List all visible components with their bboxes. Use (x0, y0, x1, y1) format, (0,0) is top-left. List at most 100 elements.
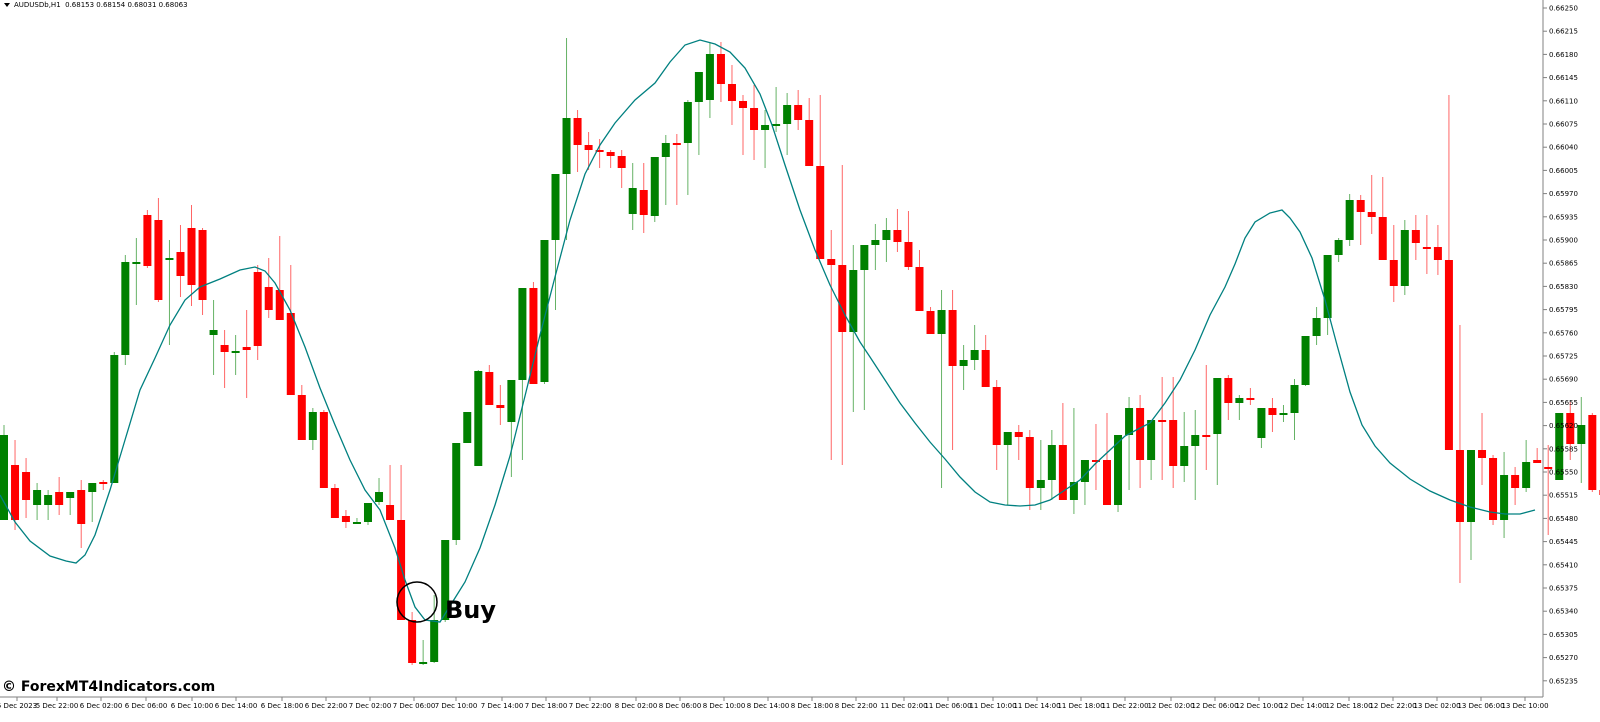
candle (0, 425, 8, 520)
candle (1345, 194, 1354, 246)
candle (970, 325, 979, 370)
time-tick-label: 12 Dec 14:00 (1279, 702, 1326, 710)
candle (430, 595, 439, 663)
candle (154, 198, 163, 302)
candle (739, 95, 748, 155)
candle (606, 150, 615, 168)
candle (1268, 398, 1277, 432)
candle (904, 211, 913, 270)
price-tick-label: 0.65445 (1549, 538, 1578, 546)
candle (1411, 215, 1420, 260)
price-tick-label: 0.65375 (1549, 585, 1578, 593)
price-tick-label: 0.65935 (1549, 213, 1578, 221)
price-tick-label: 0.65550 (1549, 469, 1578, 477)
candle (772, 87, 781, 132)
candle (1334, 238, 1343, 262)
candle (805, 98, 814, 166)
candle (297, 385, 306, 440)
ohlc-values: 0.68153 0.68154 0.68031 0.68063 (65, 1, 188, 9)
candle (948, 290, 957, 450)
candle (1279, 405, 1288, 422)
candle (661, 135, 670, 205)
candle (981, 335, 990, 387)
price-tick-label: 0.65865 (1549, 260, 1578, 268)
price-tick-label: 0.65655 (1549, 399, 1578, 407)
price-tick-label: 0.66005 (1549, 167, 1578, 175)
price-tick-label: 0.65340 (1549, 608, 1578, 616)
time-tick-label: 13 Dec 02:00 (1413, 702, 1460, 710)
candle (959, 345, 968, 390)
candle (1500, 452, 1509, 538)
candle (1257, 408, 1266, 448)
candle (1014, 425, 1023, 460)
candle (1455, 325, 1464, 583)
candle (330, 484, 339, 518)
candle (1301, 336, 1310, 386)
time-tick-label: 11 Dec 22:00 (1101, 702, 1148, 710)
candle (352, 518, 361, 524)
candle (264, 258, 273, 318)
candle (1489, 455, 1498, 525)
candle (99, 480, 108, 490)
candle (1191, 410, 1200, 500)
candle (1047, 430, 1056, 500)
price-tick-label: 0.65830 (1549, 283, 1578, 291)
candle (1169, 377, 1178, 488)
time-tick-label: 12 Dec 18:00 (1325, 702, 1372, 710)
candle (783, 93, 792, 155)
price-tick-label: 0.65900 (1549, 237, 1578, 245)
candle (1058, 403, 1067, 500)
price-axis: 0.66250 0.66215 0.66180 0.66145 0.66110 0.660… (1543, 5, 1578, 685)
time-tick-label: 6 Dec 06:00 (125, 702, 168, 710)
candle (1003, 432, 1012, 505)
buy-signal-circle (396, 581, 438, 623)
candle (485, 365, 494, 405)
candle (1433, 225, 1442, 275)
candle (1103, 413, 1111, 505)
candle (209, 300, 218, 375)
candle (1069, 408, 1078, 514)
price-tick-label: 0.65725 (1549, 353, 1578, 361)
time-tick-label: 6 Dec 18:00 (261, 702, 304, 710)
candle (761, 110, 770, 168)
candle (727, 65, 736, 125)
candle (1444, 95, 1453, 450)
candle (1378, 177, 1387, 260)
moving-average-line (0, 39, 1536, 623)
candle (1533, 448, 1542, 463)
time-tick-label: 12 Dec 10:00 (1235, 702, 1282, 710)
candle (683, 100, 692, 195)
candle (474, 370, 483, 466)
chart-header: AUDUSDb,H1 0.68153 0.68154 0.68031 0.680… (4, 1, 188, 9)
candle (816, 95, 825, 259)
dropdown-triangle-icon[interactable] (4, 3, 10, 7)
candle (441, 540, 450, 622)
price-tick-label: 0.65480 (1549, 515, 1578, 523)
candle (220, 330, 229, 388)
time-tick-label: 6 Dec 02:00 (80, 702, 123, 710)
candle (1125, 397, 1134, 490)
candle (1400, 220, 1409, 295)
candle (319, 410, 328, 488)
candle (617, 150, 626, 188)
time-tick-label: 8 Dec 02:00 (615, 702, 658, 710)
price-tick-label: 0.65795 (1549, 306, 1578, 314)
candle (518, 288, 527, 460)
price-tick-label: 0.65515 (1549, 492, 1578, 500)
candle (419, 640, 428, 665)
candle (1147, 420, 1156, 480)
candle (198, 228, 207, 315)
price-tick-label: 0.65305 (1549, 631, 1578, 639)
candle (915, 250, 924, 311)
time-tick-label: 7 Dec 10:00 (435, 702, 478, 710)
price-tick-label: 0.66110 (1549, 97, 1578, 105)
candle (882, 218, 891, 262)
candle (893, 209, 902, 252)
candle (1356, 195, 1365, 245)
price-tick-label: 0.66145 (1549, 74, 1578, 82)
price-tick-label: 0.65620 (1549, 422, 1578, 430)
candle (1422, 215, 1431, 274)
candle (1180, 412, 1189, 482)
candle (1158, 377, 1167, 480)
